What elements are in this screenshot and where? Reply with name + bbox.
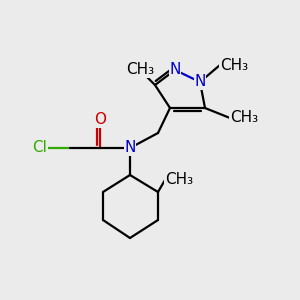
Text: Cl: Cl: [32, 140, 47, 155]
Text: N: N: [169, 62, 181, 77]
Text: CH₃: CH₃: [165, 172, 193, 188]
Text: N: N: [194, 74, 206, 89]
Text: CH₃: CH₃: [230, 110, 258, 125]
Text: O: O: [94, 112, 106, 128]
Text: N: N: [124, 140, 136, 155]
Text: CH₃: CH₃: [126, 62, 154, 77]
Text: CH₃: CH₃: [220, 58, 248, 73]
